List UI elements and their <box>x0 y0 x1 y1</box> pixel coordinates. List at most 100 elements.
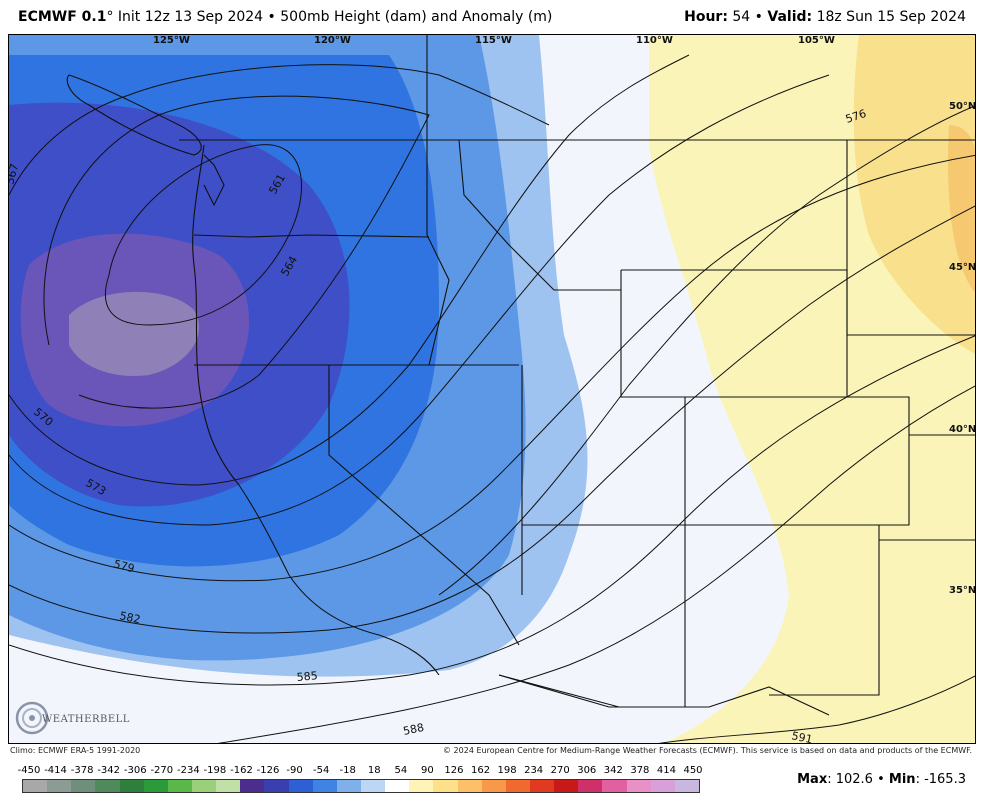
colorbar-tick-label: 378 <box>630 765 650 776</box>
political-borders <box>66 35 975 716</box>
contour-label: 576 <box>844 107 868 126</box>
init-time: Init 12z 13 Sep 2024 <box>117 9 264 25</box>
colorbar-tick-label: 54 <box>394 765 408 776</box>
colorbar-swatch <box>167 780 192 792</box>
contour-label: 579 <box>112 557 136 575</box>
anomaly-mild-high <box>853 35 975 354</box>
colorbar-swatch <box>240 780 265 792</box>
model-name: ECMWF 0.1 <box>18 9 107 25</box>
colorbar-tick-label: -450 <box>17 765 41 776</box>
puget-sound <box>203 154 225 207</box>
copyright-credit: © 2024 European Centre for Medium-Range … <box>443 746 972 755</box>
colorbar-swatch <box>23 780 48 792</box>
colorbar-swatch <box>481 780 506 792</box>
header: ECMWF 0.1° Init 12z 13 Sep 2024 • 500mb … <box>0 0 984 34</box>
contour-582 <box>9 205 975 634</box>
contour-588 <box>217 385 975 743</box>
colorbar-swatch <box>409 780 434 792</box>
valid-label: Valid: <box>767 9 813 25</box>
anomaly-core <box>69 291 199 376</box>
colorbar-swatch <box>650 780 675 792</box>
colorbar-tick-label: -414 <box>44 765 67 776</box>
lon-label-125w: 125°W <box>153 35 190 46</box>
lon-label-110w: 110°W <box>636 35 673 46</box>
colorbar-tick-label: 414 <box>656 765 676 776</box>
new-mexico-border <box>685 524 880 696</box>
colorbar-swatch <box>119 780 144 792</box>
map-title: ECMWF 0.1° Init 12z 13 Sep 2024 • 500mb … <box>18 0 552 34</box>
colorbar-swatch <box>360 780 386 792</box>
washington-oregon-border <box>193 234 430 238</box>
contour-label: 591 <box>790 729 813 744</box>
colorbar-swatch <box>433 780 458 792</box>
idaho-border <box>426 35 519 366</box>
colorbar-swatch <box>191 780 217 792</box>
lon-label-115w: 115°W <box>475 35 512 46</box>
colorbar-tick-label: -198 <box>203 765 227 776</box>
mexico-border <box>498 674 830 716</box>
contour-561 <box>104 144 302 326</box>
colorbar-tick-label: 234 <box>524 765 544 776</box>
max-min-readout: Max: 102.6 • Min: -165.3 <box>797 772 966 787</box>
pacific-coastline <box>192 144 440 676</box>
colorbar-swatch <box>529 780 555 792</box>
contour-567 <box>9 64 550 196</box>
colorbar-swatch <box>95 780 120 792</box>
colorbar-tick-label: -54 <box>312 765 330 776</box>
colorbar-tick-label: -342 <box>97 765 121 776</box>
contour-label: 588 <box>402 721 425 738</box>
max-value: 102.6 <box>835 772 873 787</box>
colorbar-tick-label: -162 <box>230 765 253 776</box>
colorbar-swatch <box>578 780 603 792</box>
colorbar-swatch <box>626 780 651 792</box>
lat-label-35n: 35°N <box>949 585 976 596</box>
title-separator: • <box>267 9 276 25</box>
colorbar-swatch <box>264 780 289 792</box>
degree-mark: ° <box>106 9 114 25</box>
valid-time: Hour: 54 • Valid: 18z Sun 15 Sep 2024 <box>684 0 966 34</box>
min-value: -165.3 <box>924 772 966 787</box>
colorbar-tick-label: 198 <box>497 765 517 776</box>
contour-label: 582 <box>118 609 141 626</box>
colorbar-tick-label: -234 <box>177 765 200 776</box>
lon-label-120w: 120°W <box>314 35 351 46</box>
product-name: 500mb Height (dam) and Anomaly (m) <box>280 9 553 25</box>
california-nevada-border <box>328 365 520 646</box>
weatherbell-logo-text: WEATHERBELL <box>42 714 130 725</box>
anomaly-moderate-high <box>948 125 975 293</box>
colorbar-swatch <box>674 780 699 792</box>
colorbar-tick-label: 18 <box>367 765 381 776</box>
colorbar-swatch <box>336 780 361 792</box>
colorbar-tick-label: 342 <box>603 765 623 776</box>
colorbar-tick-label: 126 <box>444 765 464 776</box>
valid-value: 18z Sun 15 Sep 2024 <box>816 9 966 25</box>
colorbar-tick-label: -270 <box>150 765 174 776</box>
contour-564 <box>43 95 430 409</box>
colorbar-swatch <box>505 780 530 792</box>
colorbar-tick-label: -378 <box>70 765 94 776</box>
colorbar-swatch <box>554 780 579 792</box>
colorbar-swatch <box>385 780 410 792</box>
weather-map[interactable]: 567 561 564 570 573 579 582 585 588 576 … <box>8 34 976 744</box>
lat-label-45n: 45°N <box>949 262 976 273</box>
lat-label-50n: 50°N <box>949 101 976 112</box>
valid-separator: • <box>754 9 763 25</box>
colorbar-tick-label: 162 <box>470 765 491 776</box>
max-label: Max <box>797 772 828 787</box>
colorbar-swatch <box>312 780 337 792</box>
colorbar-swatch <box>47 780 72 792</box>
colorbar-ticks: -450 -414 -378 -342 -306 -270 -234 -198 -162 -126… <box>18 765 708 777</box>
colorbar-swatch <box>288 780 313 792</box>
hour-label: Hour: <box>684 9 728 25</box>
colorbar-swatch <box>216 780 241 792</box>
min-label: Min <box>888 772 916 787</box>
hour-value: 54 <box>732 9 751 25</box>
colorbar-tick-label: 90 <box>421 765 434 776</box>
colorbar-swatch <box>71 780 96 792</box>
lon-label-105w: 105°W <box>798 35 835 46</box>
weatherbell-swirl-icon <box>15 701 49 735</box>
vancouver-island <box>66 74 202 156</box>
montana-border <box>458 139 621 291</box>
contour-576 <box>438 105 975 596</box>
colorbar-tick-label: 450 <box>683 765 703 776</box>
